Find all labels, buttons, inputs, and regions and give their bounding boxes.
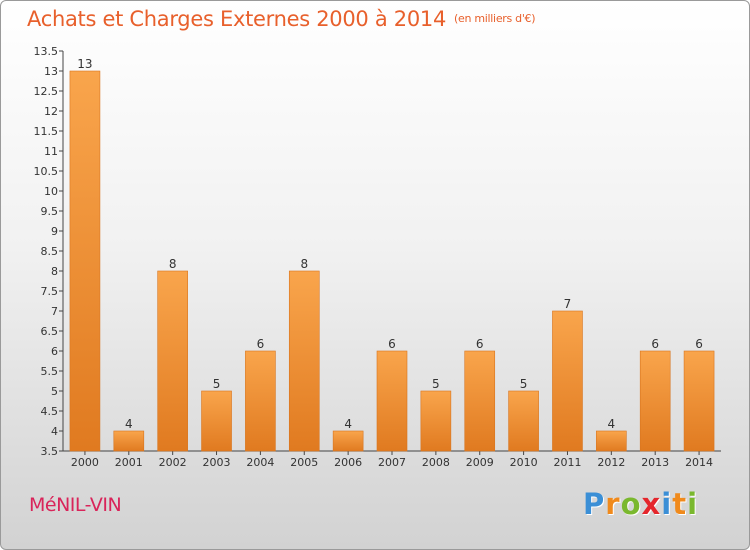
bar-value-label: 7 xyxy=(564,297,572,311)
bar-2006 xyxy=(332,430,364,452)
chart-bars xyxy=(69,70,715,452)
chart-labels: 13 2000 4 2001 8 2002 5 2003 6 2004 8 2005 4 2006 6 200… xyxy=(71,57,713,469)
y-tick-label: 12.5 xyxy=(34,85,59,98)
x-tick-label: 2010 xyxy=(510,456,538,469)
chart-subtitle: (en milliers d'€) xyxy=(454,12,536,25)
logo-letter: P xyxy=(583,487,606,521)
bar-2013 xyxy=(639,350,671,452)
bar-2012 xyxy=(596,430,627,452)
y-tick-label: 5.5 xyxy=(41,365,59,378)
bar-2008 xyxy=(420,390,452,452)
bar-2011 xyxy=(552,310,583,452)
x-tick-label: 2012 xyxy=(597,456,625,469)
y-tick-label: 13.5 xyxy=(34,45,59,58)
x-tick-label: 2004 xyxy=(246,456,274,469)
proxiti-logo: Proxiti xyxy=(583,487,698,521)
bar-value-label: 5 xyxy=(432,377,440,391)
bar-2001 xyxy=(113,430,145,452)
bar-value-label: 6 xyxy=(651,337,659,351)
bar-2010 xyxy=(508,390,539,452)
bar-2002 xyxy=(157,270,188,452)
y-tick-label: 11 xyxy=(44,145,58,158)
bar-2009 xyxy=(464,350,496,452)
x-tick-label: 2002 xyxy=(159,456,187,469)
x-tick-label: 2009 xyxy=(466,456,494,469)
y-tick-label: 7.5 xyxy=(41,285,59,298)
bar-value-label: 6 xyxy=(476,337,484,351)
bar-2014 xyxy=(683,350,715,452)
x-tick-label: 2013 xyxy=(641,456,669,469)
bar-value-label: 6 xyxy=(695,337,703,351)
x-tick-label: 2008 xyxy=(422,456,450,469)
y-tick-label: 6 xyxy=(51,345,58,358)
bar-2007 xyxy=(376,350,408,452)
logo-letter: x xyxy=(641,487,662,521)
x-tick-label: 2007 xyxy=(378,456,406,469)
y-tick-label: 8.5 xyxy=(41,245,59,258)
x-tick-label: 2014 xyxy=(685,456,713,469)
logo-letter: t xyxy=(672,487,688,521)
y-tick-label: 12 xyxy=(44,105,58,118)
bar-value-label: 8 xyxy=(169,257,177,271)
bar-value-label: 4 xyxy=(344,417,352,431)
y-tick-label: 13 xyxy=(44,65,58,78)
y-tick-label: 3.5 xyxy=(41,445,59,458)
bar-value-label: 8 xyxy=(300,257,308,271)
x-tick-label: 2001 xyxy=(115,456,143,469)
bar-2005 xyxy=(288,270,320,452)
bar-value-label: 13 xyxy=(77,57,92,71)
bar-value-label: 5 xyxy=(520,377,528,391)
logo-letter: r xyxy=(605,487,621,521)
bar-value-label: 6 xyxy=(257,337,265,351)
y-tick-label: 10.5 xyxy=(34,165,59,178)
x-tick-label: 2011 xyxy=(553,456,581,469)
logo-letter: i xyxy=(687,487,699,521)
bar-value-label: 4 xyxy=(608,417,616,431)
bar-2000 xyxy=(69,70,101,452)
bar-value-label: 5 xyxy=(213,377,221,391)
logo-letter: o xyxy=(620,487,642,521)
y-tick-label: 5 xyxy=(51,385,58,398)
bar-2003 xyxy=(201,390,232,452)
y-tick-label: 11.5 xyxy=(34,125,59,138)
y-tick-label: 7 xyxy=(51,305,58,318)
y-tick-label: 4.5 xyxy=(41,405,59,418)
y-tick-label: 6.5 xyxy=(41,325,59,338)
x-tick-label: 2000 xyxy=(71,456,99,469)
y-tick-label: 9.5 xyxy=(41,205,59,218)
commune-name: MéNIL-VIN xyxy=(29,494,122,516)
x-tick-label: 2006 xyxy=(334,456,362,469)
y-tick-label: 8 xyxy=(51,265,58,278)
chart-axes: 3.5 4 4.5 5 5.5 6 6.5 7 7.5 8 8.5 9 9.5 10 10.5 11 11.5 1… xyxy=(34,45,721,458)
bar-2004 xyxy=(245,350,276,452)
logo-letter: i xyxy=(661,487,673,521)
chart-title: Achats et Charges Externes 2000 à 2014 (e… xyxy=(27,7,536,31)
bar-value-label: 6 xyxy=(388,337,396,351)
y-tick-label: 4 xyxy=(51,425,58,438)
x-tick-label: 2005 xyxy=(290,456,318,469)
chart-title-text: Achats et Charges Externes 2000 à 2014 xyxy=(27,7,447,31)
bar-value-label: 4 xyxy=(125,417,133,431)
y-tick-label: 10 xyxy=(44,185,58,198)
x-tick-label: 2003 xyxy=(203,456,231,469)
y-tick-label: 9 xyxy=(51,225,58,238)
